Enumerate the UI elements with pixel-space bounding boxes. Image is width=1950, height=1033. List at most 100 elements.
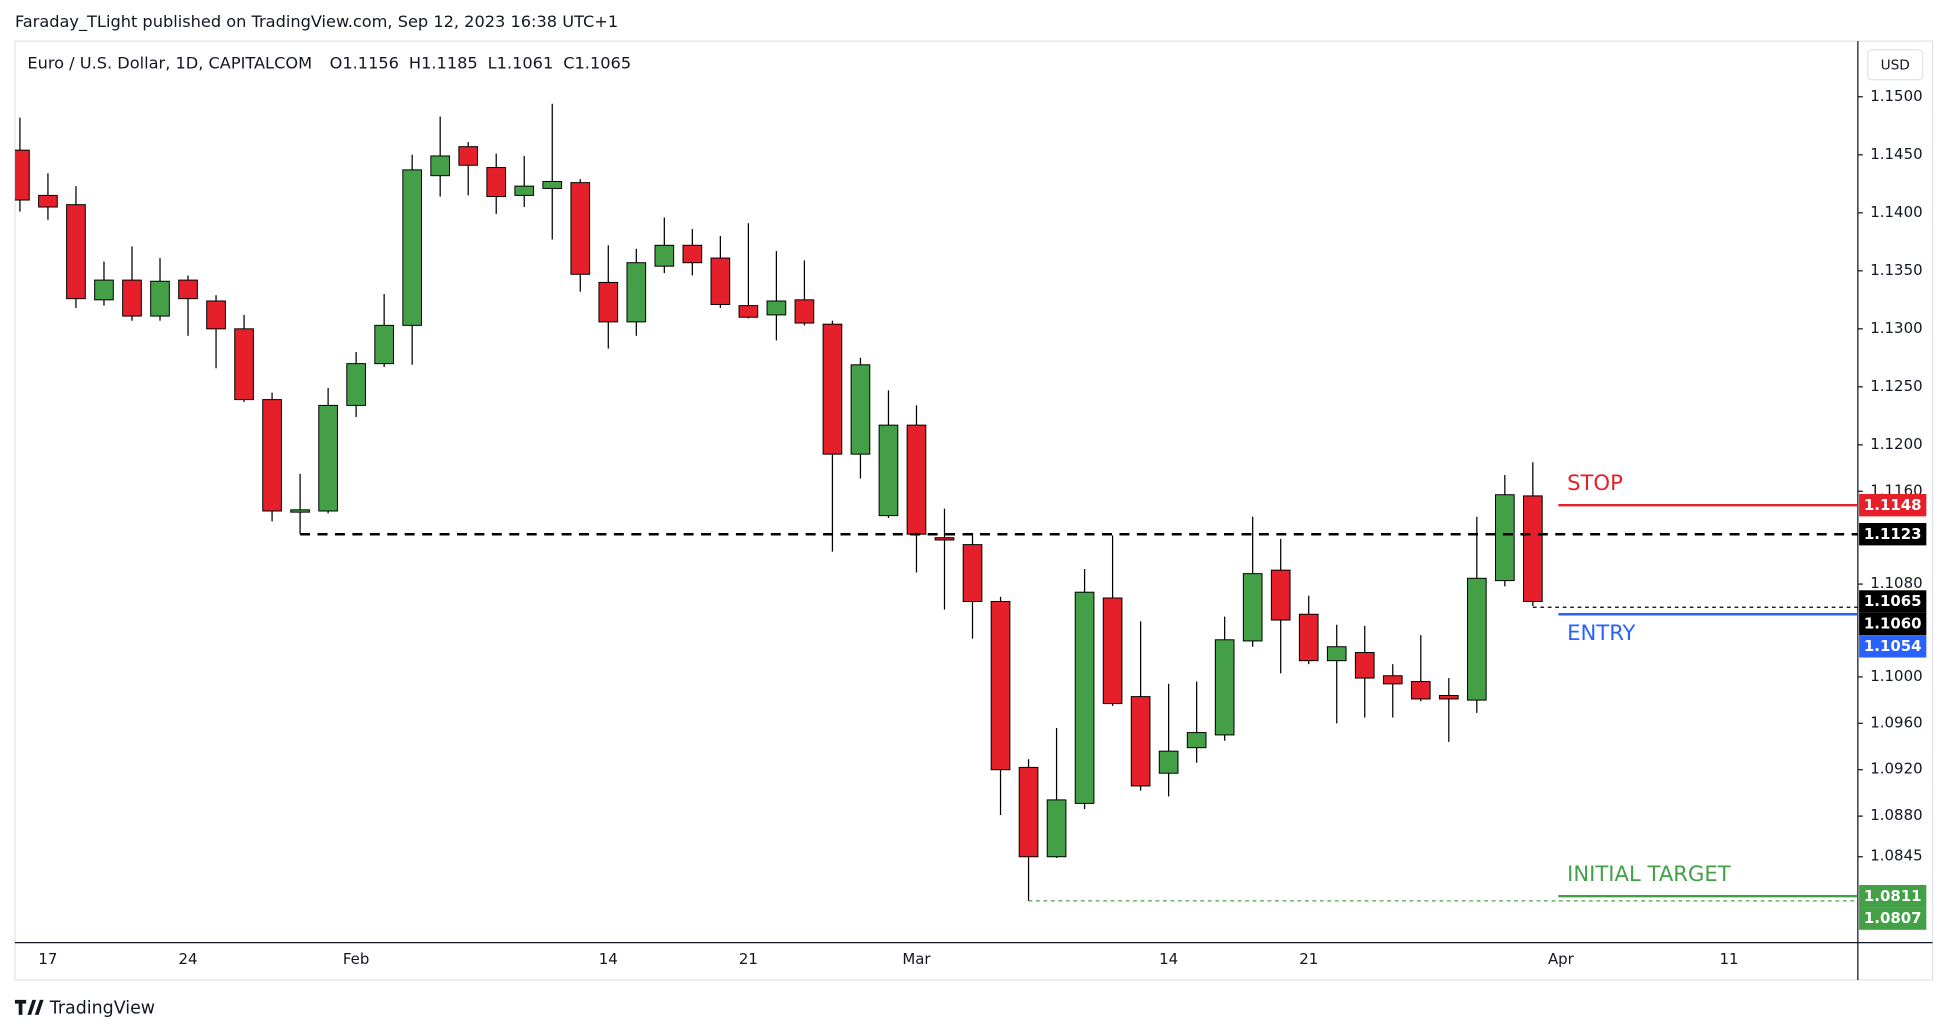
candle-body xyxy=(1046,799,1067,858)
price-tag-label: 1.1148 xyxy=(1864,496,1922,514)
candle-body xyxy=(290,509,310,513)
price-tag-label: 1.0807 xyxy=(1864,909,1922,927)
x-tick-label: 24 xyxy=(179,950,198,968)
candle-body xyxy=(234,328,254,401)
candle-body xyxy=(346,363,366,406)
candle-body xyxy=(374,324,394,365)
x-tick-label: 11 xyxy=(1719,950,1738,968)
price-tag xyxy=(1859,635,1927,658)
candle-body xyxy=(1466,577,1487,701)
x-tick-label: 21 xyxy=(739,950,758,968)
y-tick-label: 1.0960 xyxy=(1870,713,1922,731)
candle-body xyxy=(710,257,731,305)
candle-body xyxy=(570,182,591,275)
level-label: STOP xyxy=(1567,470,1623,495)
candle-body xyxy=(850,364,871,455)
symbol-title: Euro / U.S. Dollar, 1D, CAPITALCOM xyxy=(27,53,312,72)
ohlc-prefix: O xyxy=(330,53,343,72)
footer-brand: TradingView xyxy=(49,999,155,1019)
price-tag xyxy=(1859,493,1927,517)
x-tick-label: 21 xyxy=(1299,950,1318,968)
candle-body xyxy=(1270,569,1291,621)
y-tick-label: 1.1250 xyxy=(1870,377,1922,395)
ohlc-value: 1.1061 xyxy=(497,53,554,72)
y-tick-label: 1.1300 xyxy=(1870,319,1922,337)
candle-body xyxy=(682,244,703,264)
candle-body xyxy=(14,149,30,201)
price-tag-label: 1.1065 xyxy=(1864,592,1922,610)
ohlc-prefix: L xyxy=(488,53,497,72)
price-tag xyxy=(1859,522,1927,546)
y-tick-label: 1.1200 xyxy=(1870,435,1922,453)
candle-body xyxy=(542,180,563,189)
candle-body xyxy=(1298,613,1319,662)
level-label: ENTRY xyxy=(1567,620,1635,645)
candle-body xyxy=(1018,766,1039,858)
candle-body xyxy=(38,194,58,208)
currency-box[interactable] xyxy=(1867,49,1924,81)
candle-body xyxy=(66,204,86,300)
candle-body xyxy=(122,279,142,317)
candle-body xyxy=(738,305,759,318)
candle-body xyxy=(1495,494,1515,582)
candle-body xyxy=(1074,591,1095,804)
ohlc-value: 1.1185 xyxy=(421,53,478,72)
candle-body xyxy=(766,300,787,316)
candle-body xyxy=(514,185,535,196)
y-tick-label: 1.1000 xyxy=(1870,667,1922,685)
x-tick-label: 14 xyxy=(1159,950,1178,968)
candle-body xyxy=(794,299,815,324)
x-tick-label: Feb xyxy=(343,950,369,968)
candle-body xyxy=(262,399,282,512)
candle-body xyxy=(94,279,114,301)
y-tick-label: 1.1400 xyxy=(1870,203,1922,221)
candle-body xyxy=(1102,597,1123,705)
y-tick-label: 1.1350 xyxy=(1870,261,1922,279)
ohlc-value: 1.1065 xyxy=(575,53,632,72)
currency-label[interactable]: USD xyxy=(1881,57,1910,73)
candle-body xyxy=(402,169,423,326)
x-tick-label: 14 xyxy=(599,950,618,968)
candle-body xyxy=(1438,694,1459,700)
price-tag-label: 1.1054 xyxy=(1864,637,1922,655)
price-tag xyxy=(1859,590,1927,613)
candle-body xyxy=(1326,646,1347,662)
chart-frame xyxy=(14,40,1934,981)
candle-body xyxy=(654,244,675,267)
y-tick-label: 1.1080 xyxy=(1870,574,1922,592)
candle-body xyxy=(458,146,479,166)
publish-info: Faraday_TLight published on TradingView.… xyxy=(15,12,618,32)
price-tag xyxy=(1859,884,1927,908)
candle-body xyxy=(178,279,198,300)
candle-body xyxy=(150,280,170,317)
y-tick-label: 1.0920 xyxy=(1870,760,1922,778)
candle-body xyxy=(1523,495,1543,602)
candle-body xyxy=(878,424,899,517)
candle-body xyxy=(1242,573,1263,642)
x-tick-label: Apr xyxy=(1548,950,1575,968)
candle-body xyxy=(206,300,226,330)
candle-body xyxy=(1214,639,1235,736)
candle-body xyxy=(1130,696,1151,787)
symbol-legend: Euro / U.S. Dollar, 1D, CAPITALCOM O1.11… xyxy=(27,53,631,72)
candle-body xyxy=(1158,750,1179,774)
candle-body xyxy=(906,424,927,535)
price-tag-label: 1.1060 xyxy=(1864,615,1922,633)
x-tick-label: 17 xyxy=(38,950,57,968)
plot-area xyxy=(14,103,1858,902)
y-tick-label: 1.0880 xyxy=(1870,806,1922,824)
ohlc-prefix: H xyxy=(409,53,421,72)
candle-body xyxy=(962,544,983,602)
ohlc-value: 1.1156 xyxy=(342,53,399,72)
y-tick-label: 1.1500 xyxy=(1870,87,1922,105)
candle-body xyxy=(1186,732,1207,749)
ohlc-prefix: C xyxy=(563,53,574,72)
candle-body xyxy=(598,281,619,323)
price-tag xyxy=(1859,612,1927,636)
candle-body xyxy=(1410,681,1431,700)
price-tag-label: 1.1123 xyxy=(1864,525,1922,543)
footer-logo xyxy=(14,999,44,1015)
y-tick-label: 1.0845 xyxy=(1870,847,1922,865)
